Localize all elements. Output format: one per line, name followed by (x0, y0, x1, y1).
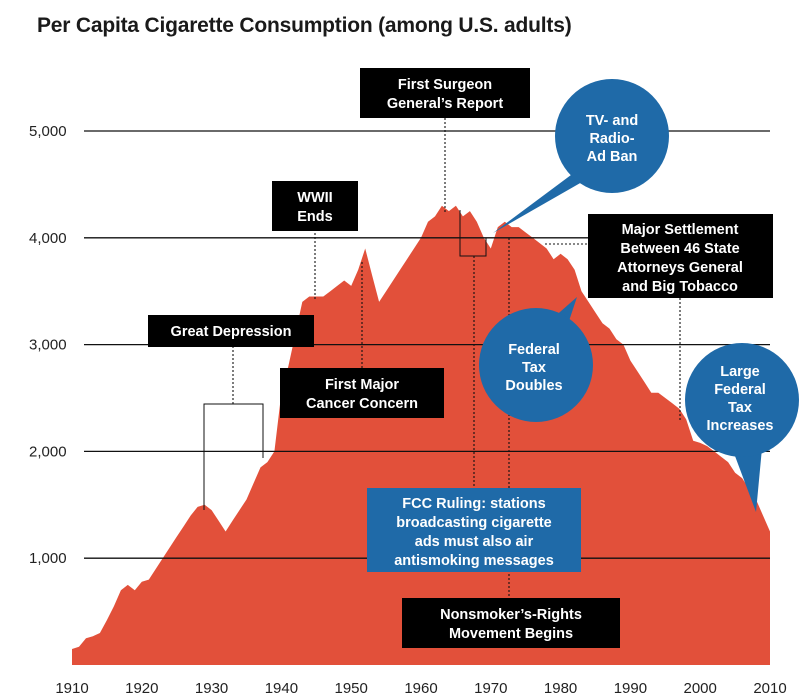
fcc-line2: broadcasting cigarette (396, 515, 552, 531)
large-tax-line3: Tax (728, 400, 752, 416)
fcc-bracket (459, 210, 487, 257)
x-axis-ticks: 1910 1920 1930 1940 1950 1960 1970 1980 1990 2000… (55, 680, 786, 697)
area-layer (72, 205, 770, 666)
tv-radio-ad-ban-callout: TV- and Radio- Ad Ban (493, 79, 669, 233)
fcc-line3: ads must also air (415, 534, 534, 550)
large-tax-line2: Federal (714, 382, 766, 398)
y-tick-label: 3,000 (29, 337, 67, 354)
tax-doubles-line3: Doubles (505, 378, 562, 394)
x-tick-label: 1910 (55, 680, 88, 697)
y-tick-label: 1,000 (29, 550, 67, 567)
cancer-concern-annotation: First Major Cancer Concern (280, 262, 444, 418)
settlement-line2: Between 46 State (620, 241, 739, 257)
y-tick-label: 5,000 (29, 123, 67, 140)
cancer-label-line1: First Major (325, 377, 399, 393)
large-tax-line1: Large (720, 364, 760, 380)
x-tick-label: 1920 (125, 680, 158, 697)
tv-label-line3: Ad Ban (587, 149, 638, 165)
wwii-annotation: WWII Ends (272, 181, 358, 300)
settlement-line1: Major Settlement (622, 222, 739, 238)
tv-label-line1: TV- and (586, 113, 638, 129)
x-tick-label: 1990 (614, 680, 647, 697)
tax-doubles-line1: Federal (508, 342, 560, 358)
surgeon-general-annotation: First Surgeon General’s Report (360, 68, 530, 212)
settlement-line3: Attorneys General (617, 260, 743, 276)
x-tick-label: 1930 (195, 680, 228, 697)
tax-doubles-line2: Tax (522, 360, 546, 376)
y-axis-ticks: 1,000 2,000 3,000 4,000 5,000 (29, 123, 67, 567)
nonsmoker-line2: Movement Begins (449, 626, 573, 642)
fcc-ruling-annotation: FCC Ruling: stations broadcasting cigare… (367, 488, 581, 572)
x-tick-label: 1980 (544, 680, 577, 697)
surgeon-label-line2: General’s Report (387, 96, 503, 112)
tax-doubles-callout: Federal Tax Doubles (479, 297, 593, 422)
y-tick-label: 2,000 (29, 443, 67, 460)
tv-label-line2: Radio- (589, 131, 634, 147)
consumption-area (72, 205, 770, 666)
x-tick-label: 1970 (474, 680, 507, 697)
great-depression-label: Great Depression (171, 324, 292, 340)
large-tax-callout: Large Federal Tax Increases (685, 343, 799, 512)
cancer-label-line2: Cancer Concern (306, 396, 418, 412)
x-tick-label: 1950 (335, 680, 368, 697)
x-tick-label: 1940 (265, 680, 298, 697)
nonsmoker-line1: Nonsmoker’s-Rights (440, 607, 582, 623)
large-tax-line4: Increases (707, 418, 774, 434)
chart-title: Per Capita Cigarette Consumption (among … (37, 14, 572, 37)
x-tick-label: 2000 (684, 680, 717, 697)
fcc-line1: FCC Ruling: stations (402, 496, 545, 512)
wwii-label-line1: WWII (297, 190, 332, 206)
settlement-annotation: Major Settlement Between 46 State Attorn… (545, 214, 773, 420)
nonsmoker-annotation: Nonsmoker’s-Rights Movement Begins (402, 598, 620, 648)
surgeon-label-line1: First Surgeon (398, 77, 492, 93)
wwii-label-line2: Ends (297, 209, 332, 225)
y-tick-label: 4,000 (29, 230, 67, 247)
fcc-line4: antismoking messages (394, 553, 554, 569)
x-tick-label: 2010 (753, 680, 786, 697)
x-tick-label: 1960 (404, 680, 437, 697)
great-depression-annotation: Great Depression (148, 315, 314, 510)
settlement-line4: and Big Tobacco (622, 279, 738, 295)
